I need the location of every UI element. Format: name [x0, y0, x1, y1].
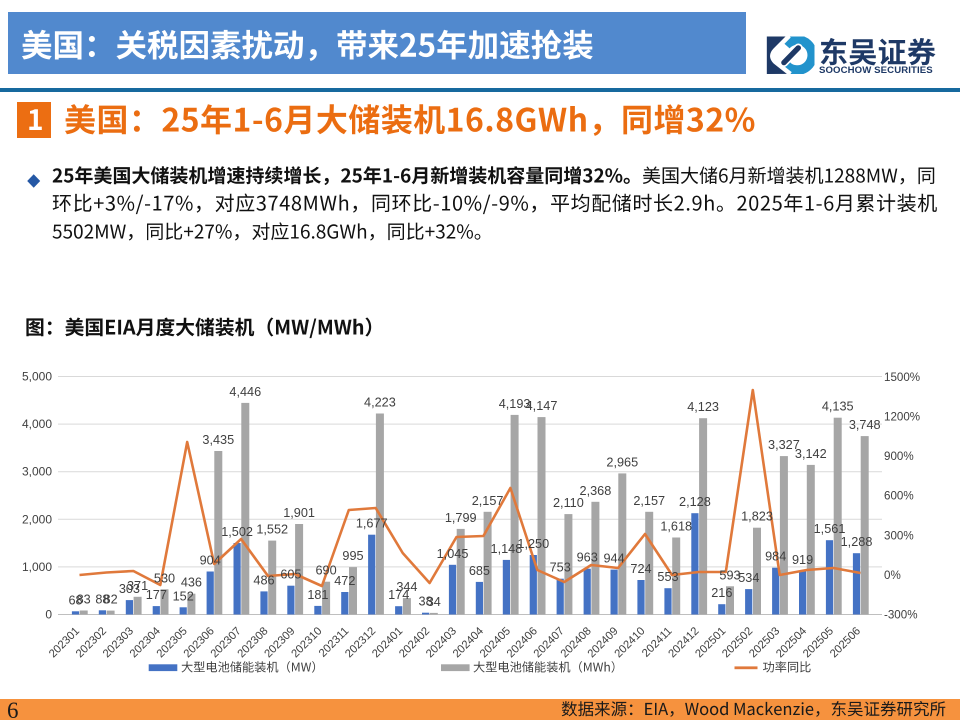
svg-text:553: 553 [657, 570, 678, 584]
svg-text:4,223: 4,223 [364, 396, 396, 410]
svg-text:685: 685 [469, 564, 490, 578]
svg-text:2,110: 2,110 [553, 496, 584, 510]
svg-text:3,142: 3,142 [795, 447, 827, 461]
svg-text:1,148: 1,148 [491, 542, 523, 556]
svg-text:2,157: 2,157 [472, 494, 504, 508]
svg-text:1,799: 1,799 [445, 511, 477, 525]
svg-text:472: 472 [334, 574, 355, 588]
svg-text:2,965: 2,965 [606, 455, 638, 469]
svg-text:919: 919 [792, 553, 813, 567]
svg-text:530: 530 [154, 571, 175, 585]
svg-text:1,552: 1,552 [256, 523, 288, 537]
svg-text:6: 6 [7, 698, 19, 720]
svg-text:88: 88 [95, 592, 109, 606]
svg-text:202310: 202310 [289, 625, 324, 660]
svg-text:83: 83 [77, 593, 91, 607]
svg-text:344: 344 [396, 580, 417, 594]
svg-text:202410: 202410 [612, 625, 647, 660]
svg-text:963: 963 [577, 551, 598, 565]
svg-text:2,000: 2,000 [22, 512, 52, 526]
svg-text:3,000: 3,000 [22, 465, 52, 479]
svg-text:303: 303 [119, 582, 140, 596]
svg-text:534: 534 [738, 571, 759, 585]
svg-text:3,435: 3,435 [202, 433, 234, 447]
svg-text:1,561: 1,561 [814, 522, 846, 536]
svg-text:1,677: 1,677 [356, 517, 388, 531]
svg-text:2,157: 2,157 [633, 494, 665, 508]
svg-text:4,123: 4,123 [687, 400, 719, 414]
svg-text:4,135: 4,135 [822, 400, 854, 414]
svg-text:371: 371 [127, 579, 148, 593]
svg-text:436: 436 [181, 576, 202, 590]
svg-text:593: 593 [719, 568, 740, 582]
svg-text:68: 68 [68, 593, 82, 607]
svg-text:174: 174 [388, 588, 409, 602]
svg-text:177: 177 [146, 588, 167, 602]
svg-text:0%: 0% [884, 569, 901, 582]
svg-text:1,502: 1,502 [221, 525, 253, 539]
svg-text:SOOCHOW SECURITIES: SOOCHOW SECURITIES [819, 65, 933, 76]
svg-text:4,000: 4,000 [22, 417, 52, 431]
svg-text:216: 216 [711, 586, 732, 600]
svg-text:1,250: 1,250 [517, 537, 549, 551]
svg-text:1,045: 1,045 [437, 547, 469, 561]
svg-text:724: 724 [630, 562, 651, 576]
svg-text:152: 152 [173, 589, 194, 603]
svg-text:0: 0 [45, 608, 52, 622]
svg-text:181: 181 [307, 588, 328, 602]
svg-text:4,193: 4,193 [499, 397, 531, 411]
svg-text:690: 690 [316, 564, 337, 578]
svg-text:904: 904 [200, 554, 221, 568]
svg-text:1,618: 1,618 [660, 520, 692, 534]
svg-text:486: 486 [253, 573, 274, 587]
svg-text:900%: 900% [884, 450, 914, 463]
svg-text:753: 753 [550, 561, 571, 575]
svg-text:2,368: 2,368 [580, 484, 612, 498]
svg-text:1,823: 1,823 [741, 510, 773, 524]
svg-text:1,000: 1,000 [22, 560, 52, 574]
svg-text:34: 34 [427, 595, 441, 609]
svg-text:1,288: 1,288 [841, 535, 873, 549]
svg-text:1200%: 1200% [884, 411, 920, 424]
svg-text:1500%: 1500% [884, 371, 920, 384]
svg-text:944: 944 [604, 552, 625, 566]
svg-text:605: 605 [280, 568, 301, 582]
svg-text:984: 984 [765, 550, 786, 564]
svg-text:3,327: 3,327 [768, 438, 800, 452]
svg-text:3,748: 3,748 [849, 418, 881, 432]
svg-text:-300%: -300% [884, 609, 918, 622]
svg-text:202506: 202506 [828, 625, 863, 660]
svg-text:2,128: 2,128 [679, 495, 711, 509]
svg-text:82: 82 [104, 593, 118, 607]
svg-text:5,000: 5,000 [22, 370, 52, 384]
svg-text:600%: 600% [884, 490, 914, 503]
svg-text:995: 995 [342, 549, 363, 563]
svg-text:38: 38 [419, 595, 433, 609]
svg-text:300%: 300% [884, 529, 914, 542]
svg-text:4,147: 4,147 [526, 399, 558, 413]
svg-text:4,446: 4,446 [229, 385, 261, 399]
svg-text:1,901: 1,901 [283, 506, 315, 520]
